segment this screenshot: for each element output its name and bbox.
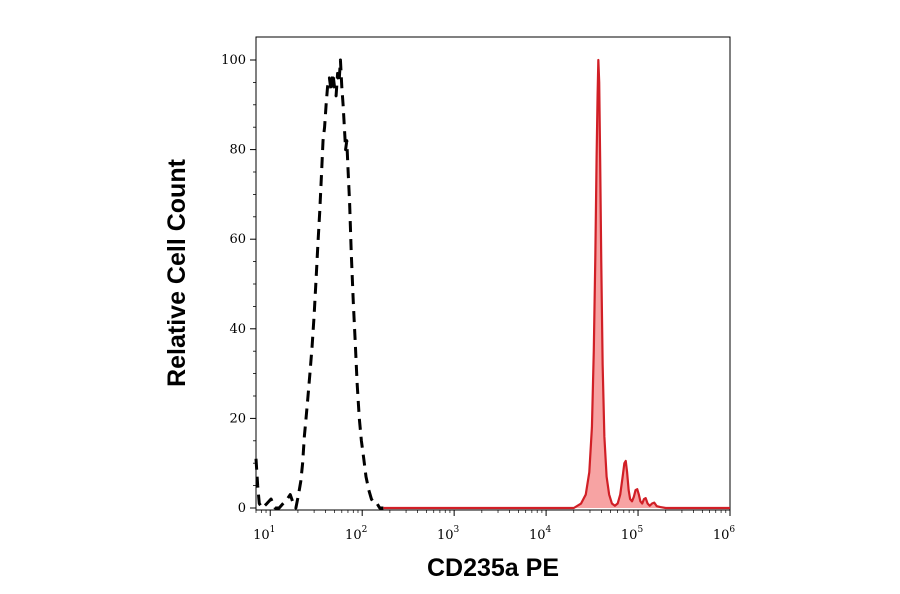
x-tick-label: 102	[345, 525, 367, 543]
x-tick-base: 10	[345, 528, 362, 543]
x-tick-base: 10	[437, 528, 454, 543]
x-tick-label: 104	[529, 525, 552, 543]
series-1-area	[383, 60, 730, 508]
series-1-line	[383, 58, 730, 510]
x-tick-label: 105	[621, 525, 644, 543]
x-tick-label: 106	[713, 525, 736, 543]
series-0-line	[254, 58, 384, 510]
x-tick-base: 10	[713, 528, 730, 543]
x-tick-label: 101	[253, 525, 275, 543]
x-tick-exponent: 1	[270, 525, 276, 535]
x-tick-exponent: 3	[454, 525, 460, 535]
y-axis: 0 20 40 60 80 100	[221, 53, 256, 516]
x-axis-title: CD235a PE	[427, 554, 559, 582]
y-tick-label: 40	[229, 322, 246, 337]
x-tick-exponent: 6	[729, 525, 735, 535]
y-tick-label: 100	[221, 53, 246, 68]
x-axis: 101 102 103 104 105 106	[253, 510, 735, 543]
x-tick-base: 10	[253, 528, 270, 543]
x-tick-base: 10	[529, 528, 546, 543]
y-tick-label: 80	[229, 143, 246, 158]
x-tick-base: 10	[621, 528, 638, 543]
plot-frame	[255, 36, 731, 511]
x-tick-exponent: 5	[637, 525, 643, 535]
y-tick-label: 60	[229, 232, 246, 247]
x-tick-label: 103	[437, 525, 460, 543]
series-layer	[254, 58, 730, 510]
x-tick-exponent: 4	[546, 525, 552, 535]
x-tick-exponent: 2	[362, 525, 368, 535]
y-tick-label: 0	[238, 501, 246, 516]
y-axis-title: Relative Cell Count	[163, 158, 191, 386]
y-tick-label: 20	[229, 411, 246, 426]
